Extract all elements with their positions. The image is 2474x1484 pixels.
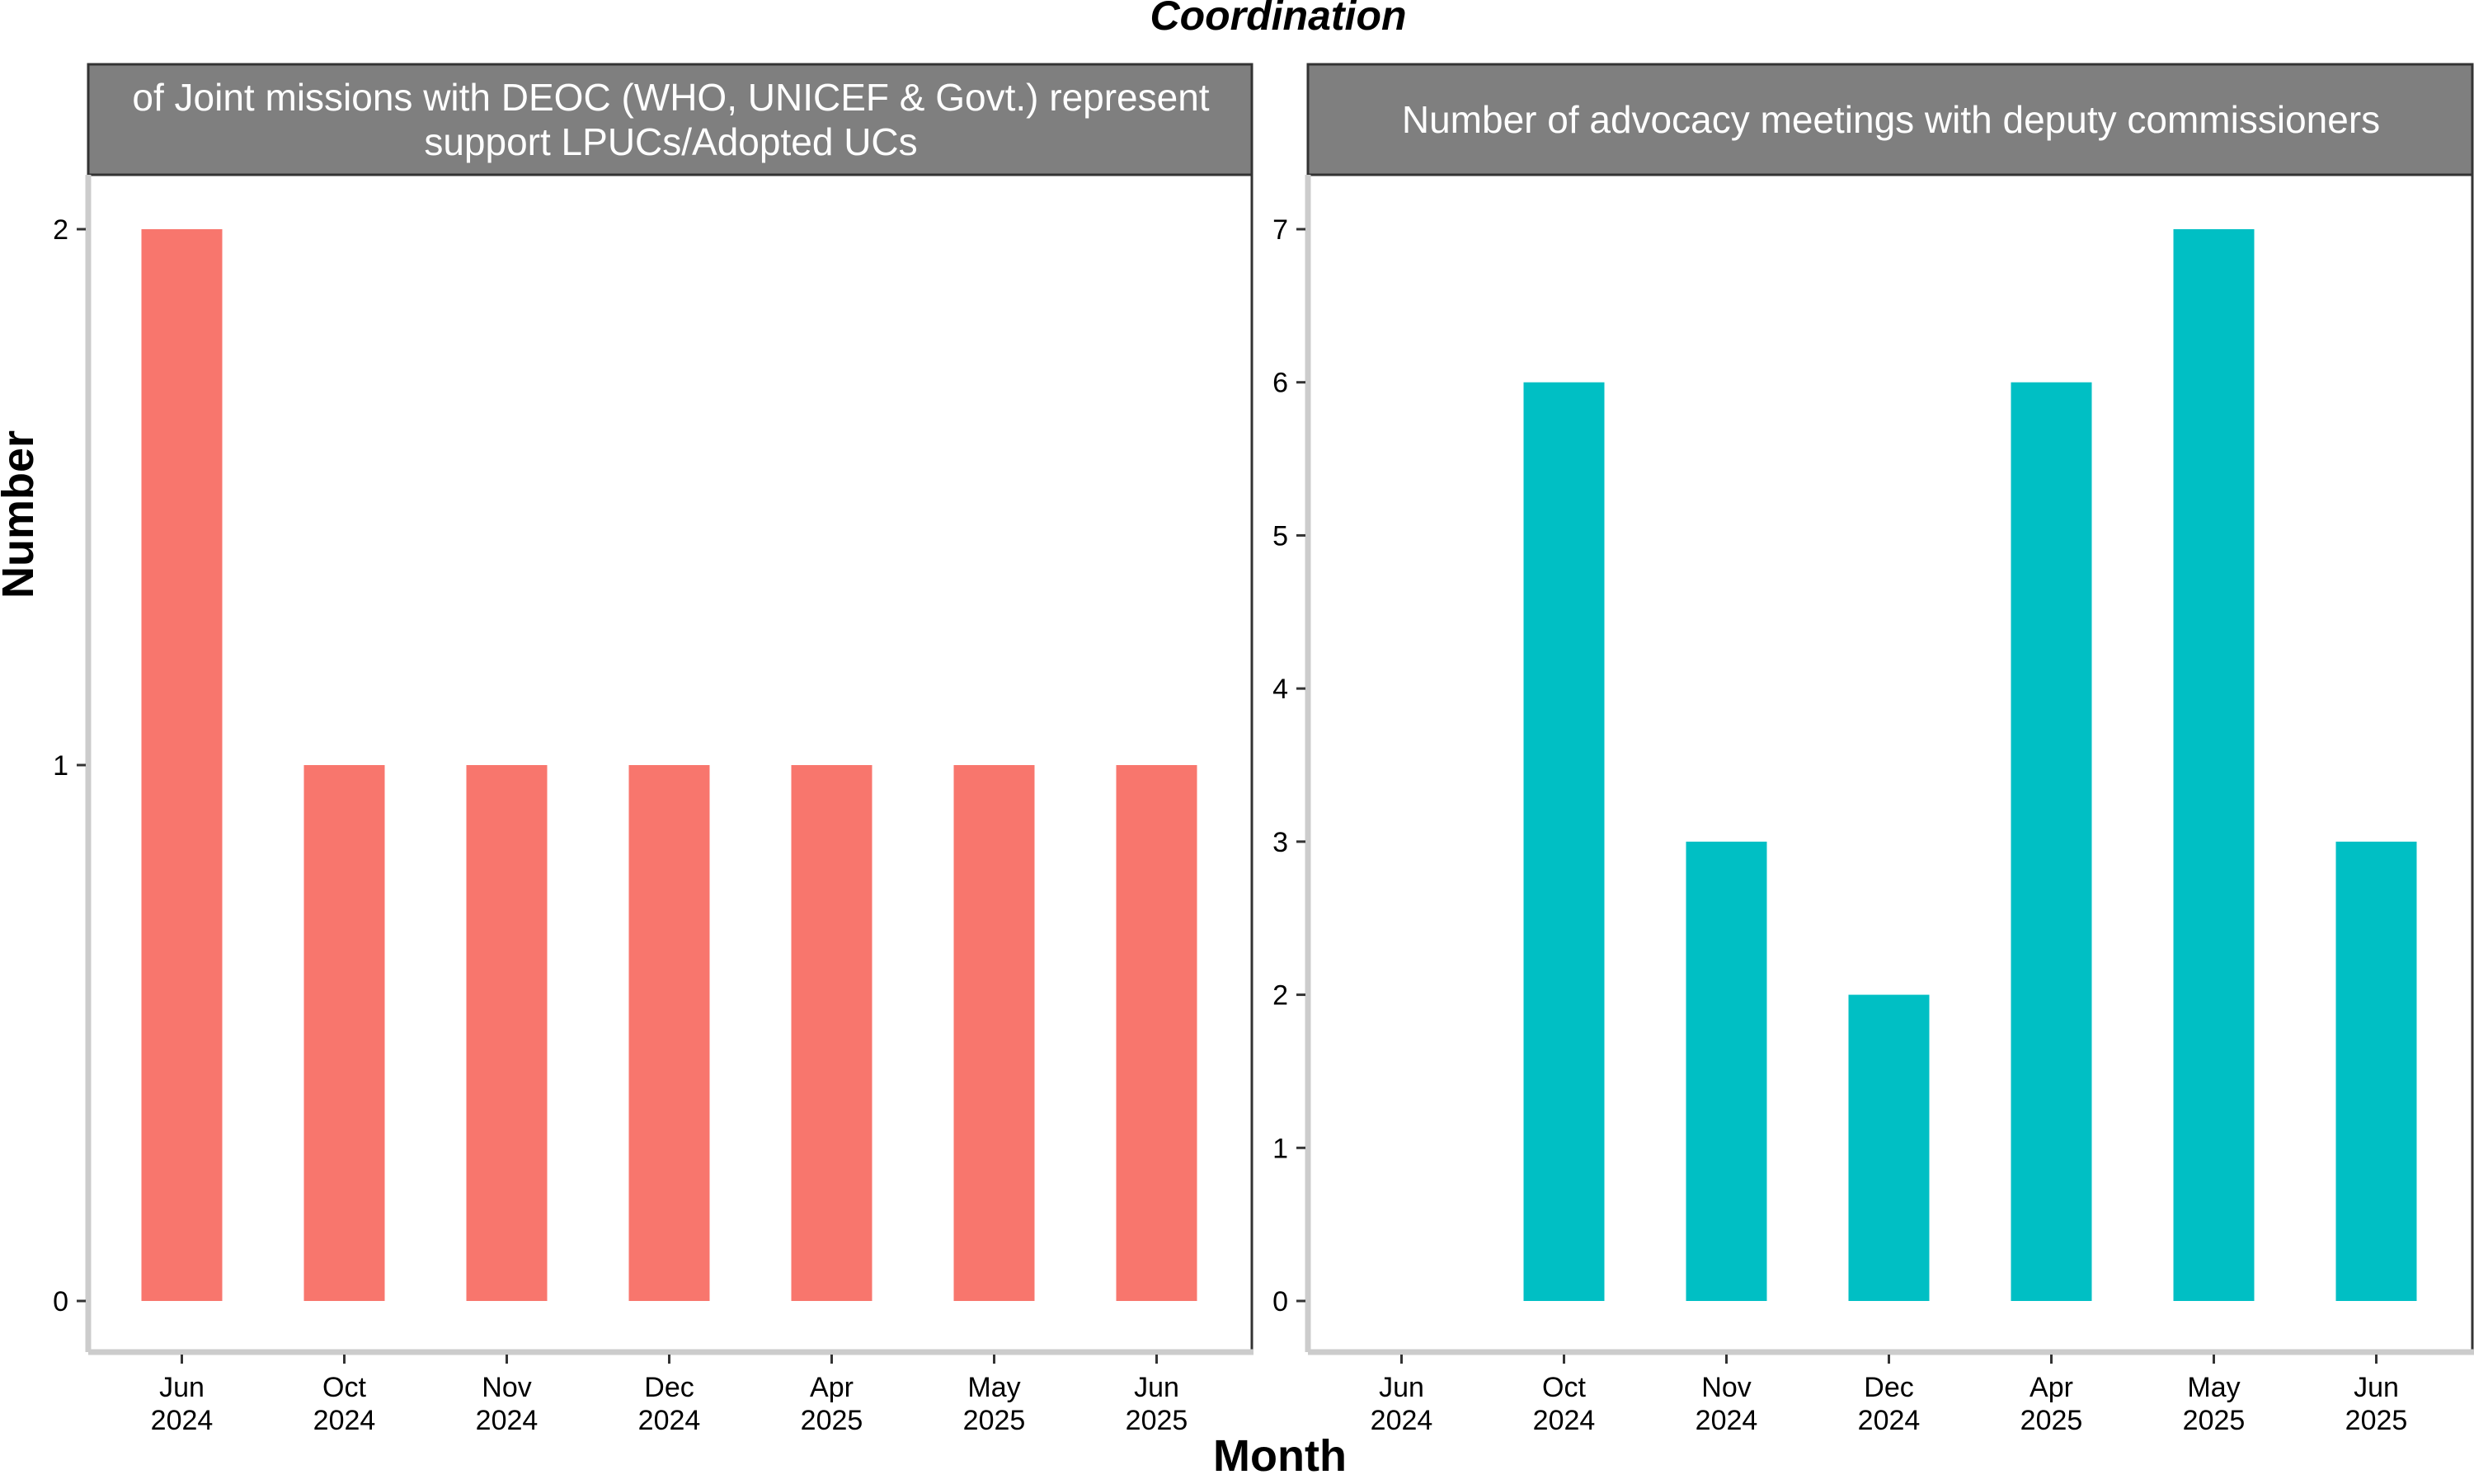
x-tick-label: Dec 2024 <box>1858 1372 1921 1436</box>
y-tick-label: 2 <box>53 214 68 246</box>
bar-1-5 <box>791 765 872 1301</box>
bar-1-6 <box>953 765 1035 1301</box>
y-tick-label: 4 <box>1272 674 1288 705</box>
panel-1-strip <box>87 63 1253 176</box>
bar-1-1 <box>141 229 223 1301</box>
panel-1: of Joint missions with DEOC (WHO, UNICEF… <box>53 63 1253 1436</box>
x-tick-label: May 2025 <box>963 1372 1026 1436</box>
bar-1-3 <box>466 765 548 1301</box>
panel-1-title-line-2: support LPUCs/Adopted UCs <box>424 120 917 163</box>
panel-2-title-line-1: Number of advocacy meetings with deputy … <box>1402 98 2380 141</box>
y-tick-label: 5 <box>1272 520 1288 552</box>
x-tick-label: Oct 2024 <box>1533 1372 1596 1436</box>
y-tick-label: 7 <box>1272 214 1288 246</box>
y-tick-label: 3 <box>1272 827 1288 858</box>
bar-1-2 <box>303 765 385 1301</box>
bar-2-7 <box>2335 841 2417 1301</box>
x-tick-label: Jun 2024 <box>151 1372 214 1436</box>
bar-2-4 <box>1848 994 1930 1301</box>
panel-1-title-line-1: of Joint missions with DEOC (WHO, UNICEF… <box>132 76 1209 119</box>
chart-title: Coordination <box>1150 0 1406 39</box>
x-tick-label: Oct 2024 <box>313 1372 376 1436</box>
y-axis-title: Number <box>0 430 43 599</box>
bar-2-5 <box>2011 382 2092 1301</box>
x-tick-label: Apr 2025 <box>2020 1372 2083 1436</box>
y-tick-label: 1 <box>53 750 68 782</box>
y-tick-label: 1 <box>1272 1133 1288 1164</box>
y-tick-label: 6 <box>1272 368 1288 399</box>
y-tick-label: 0 <box>1272 1286 1288 1317</box>
x-tick-label: Jun 2025 <box>2345 1372 2408 1436</box>
panel-2-strip <box>1306 63 2474 176</box>
panel-2: Number of advocacy meetings with deputy … <box>1272 63 2474 1436</box>
x-tick-label: Jun 2025 <box>1126 1372 1188 1436</box>
bar-2-2 <box>1523 382 1605 1301</box>
bar-1-7 <box>1116 765 1197 1301</box>
bar-2-6 <box>2173 229 2255 1301</box>
y-tick-label: 2 <box>1272 980 1288 1012</box>
x-tick-label: Nov 2024 <box>1696 1372 1758 1436</box>
x-axis-title: Month <box>1213 1431 1347 1481</box>
x-tick-label: Jun 2024 <box>1371 1372 1433 1436</box>
x-tick-label: May 2025 <box>2183 1372 2246 1436</box>
bar-2-3 <box>1686 841 1767 1301</box>
bar-1-4 <box>628 765 710 1301</box>
x-tick-label: Nov 2024 <box>476 1372 539 1436</box>
x-tick-label: Apr 2025 <box>801 1372 863 1436</box>
y-tick-label: 0 <box>53 1286 68 1317</box>
x-tick-label: Dec 2024 <box>638 1372 701 1436</box>
